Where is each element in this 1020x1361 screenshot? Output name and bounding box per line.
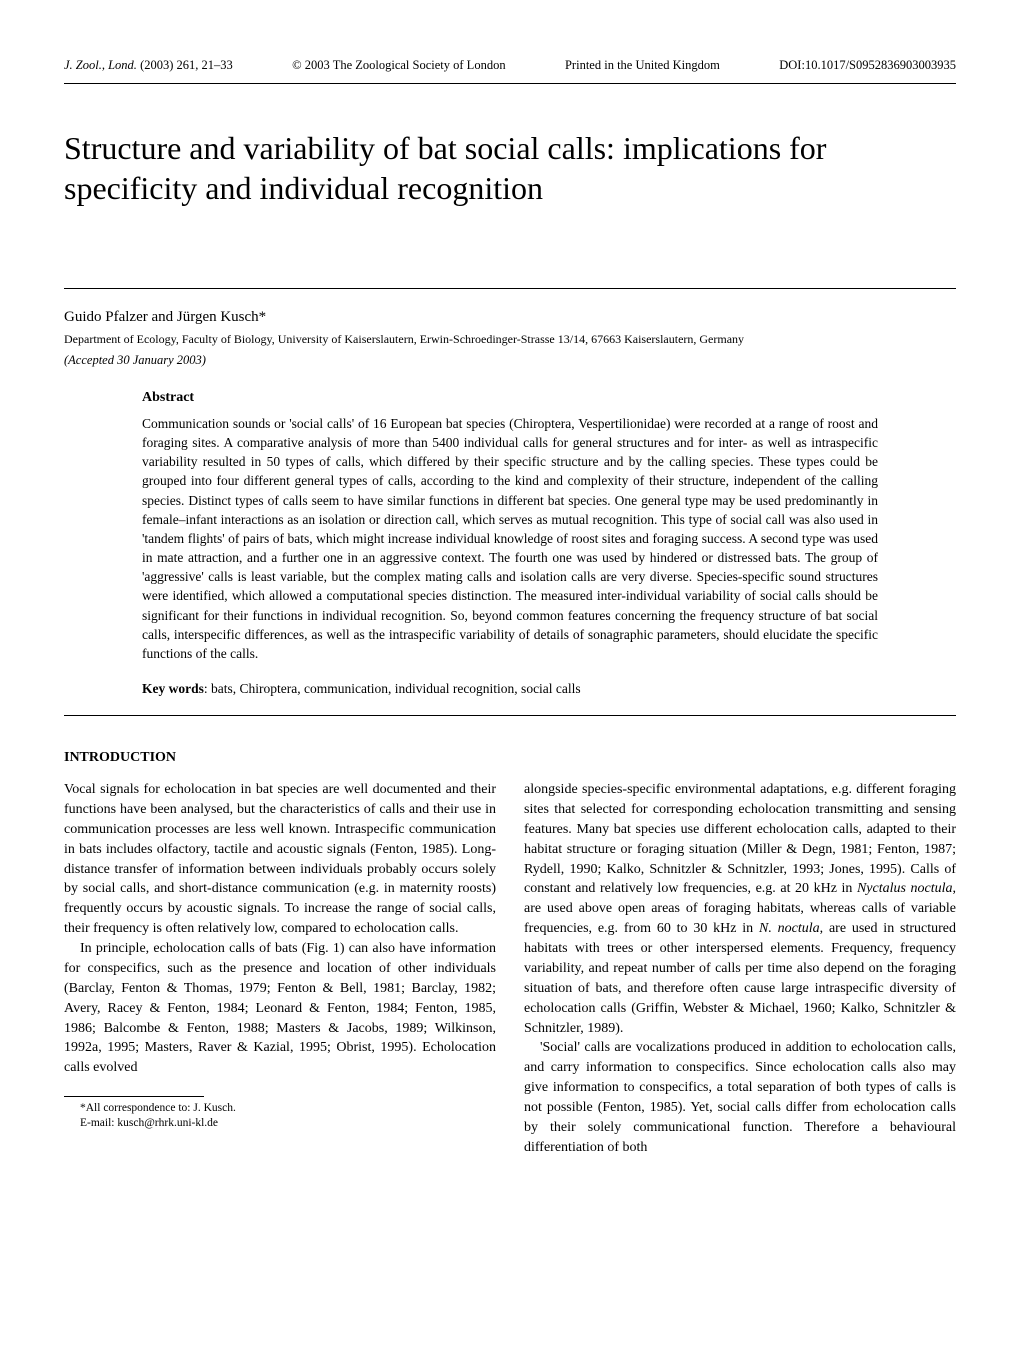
authors: Guido Pfalzer and Jürgen Kusch* <box>64 309 956 326</box>
species-name: Nyctalus noctula <box>857 881 953 896</box>
text-run: alongside species-specific environmental… <box>524 782 956 896</box>
journal-year-vol: (2003) 261, 21–33 <box>140 58 233 72</box>
body-paragraph: Vocal signals for echolocation in bat sp… <box>64 780 496 939</box>
keywords-text: : bats, Chiroptera, communication, indiv… <box>204 681 581 696</box>
copyright: © 2003 The Zoological Society of London <box>292 58 505 73</box>
footnote-email: E-mail: kusch@rhrk.uni-kl.de <box>64 1116 496 1131</box>
divider <box>64 715 956 716</box>
keywords: Key words: bats, Chiroptera, communicati… <box>142 681 878 697</box>
abstract-block: Abstract Communication sounds or 'social… <box>142 390 878 697</box>
doi: DOI:10.1017/S0952836903003935 <box>779 58 956 73</box>
footnote-correspondence: *All correspondence to: J. Kusch. <box>64 1101 496 1116</box>
accepted-date: (Accepted 30 January 2003) <box>64 353 956 368</box>
divider <box>64 288 956 289</box>
body-paragraph: In principle, echolocation calls of bats… <box>64 939 496 1078</box>
affiliation: Department of Ecology, Faculty of Biolog… <box>64 332 956 347</box>
species-name: N. noctula <box>759 921 820 936</box>
running-header: J. Zool., Lond. (2003) 261, 21–33 © 2003… <box>64 58 956 84</box>
body-columns: Vocal signals for echolocation in bat sp… <box>64 780 956 1158</box>
footnote-rule <box>64 1096 204 1097</box>
keywords-label: Key words <box>142 681 204 696</box>
printed-in: Printed in the United Kingdom <box>565 58 720 73</box>
journal-name: J. Zool., Lond. <box>64 58 137 72</box>
article-title: Structure and variability of bat social … <box>64 128 956 208</box>
body-paragraph: 'Social' calls are vocalizations produce… <box>524 1038 956 1157</box>
abstract-text: Communication sounds or 'social calls' o… <box>142 414 878 663</box>
abstract-heading: Abstract <box>142 390 878 406</box>
body-paragraph: alongside species-specific environmental… <box>524 780 956 1038</box>
section-heading-introduction: INTRODUCTION <box>64 750 956 766</box>
text-run: , are used in structured habitats with t… <box>524 921 956 1035</box>
